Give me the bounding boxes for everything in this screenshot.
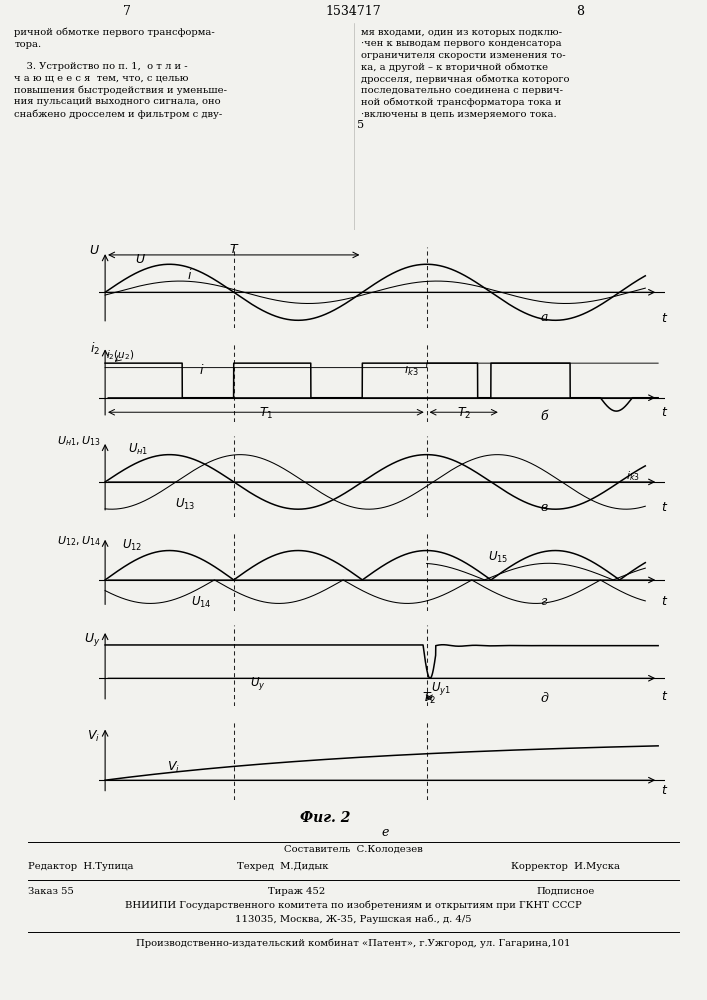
Text: $t$: $t$ (661, 595, 668, 608)
Text: $U_{y1}$: $U_{y1}$ (431, 680, 450, 697)
Text: $t$: $t$ (661, 690, 668, 703)
Text: $i_{k3}$: $i_{k3}$ (626, 470, 640, 483)
Text: ричной обмотке первого трансформа-
тора.

    3. Устройство по п. 1,  о т л и -
: ричной обмотке первого трансформа- тора.… (14, 28, 227, 119)
Text: Фиг. 2: Фиг. 2 (300, 811, 351, 825)
Text: $U$: $U$ (134, 253, 146, 266)
Text: $U_{12}, U_{14}$: $U_{12}, U_{14}$ (57, 535, 100, 548)
Text: $U_{15}$: $U_{15}$ (488, 550, 508, 565)
Text: б: б (540, 410, 548, 423)
Text: Составитель  С.Колодезев: Составитель С.Колодезев (284, 845, 423, 854)
Text: $V_i$: $V_i$ (167, 760, 180, 775)
Text: $U_{н1}, U_{13}$: $U_{н1}, U_{13}$ (57, 434, 100, 448)
Text: $U_{14}$: $U_{14}$ (191, 595, 211, 610)
Text: $i$: $i$ (187, 268, 192, 282)
Text: $U_{12}$: $U_{12}$ (122, 538, 143, 553)
Text: $T_2$: $T_2$ (422, 691, 436, 706)
Text: $U_y$: $U_y$ (83, 631, 100, 648)
Text: Производственно-издательский комбинат «Патент», г.Ужгород, ул. Гагарина,101: Производственно-издательский комбинат «П… (136, 938, 571, 948)
Text: $U_{н1}$: $U_{н1}$ (128, 442, 148, 457)
Text: 5: 5 (357, 120, 364, 130)
Text: $T_2$: $T_2$ (457, 406, 471, 421)
Text: $i$: $i$ (199, 363, 205, 377)
Text: Редактор  Н.Тупица: Редактор Н.Тупица (28, 862, 134, 871)
Text: $T_1$: $T_1$ (259, 406, 273, 421)
Text: 1534717: 1534717 (326, 5, 381, 18)
Text: $i_2(u_2)$: $i_2(u_2)$ (106, 349, 135, 362)
Text: мя входами, один из которых подклю-
·чен к выводам первого конденсатора
ограничи: мя входами, один из которых подклю- ·чен… (361, 28, 569, 119)
Text: г: г (540, 595, 547, 608)
Text: в: в (540, 501, 547, 514)
Text: Корректор  И.Муска: Корректор И.Муска (511, 862, 620, 871)
Text: $U_{13}$: $U_{13}$ (175, 497, 195, 512)
Text: е: е (382, 826, 389, 839)
Text: $U_y$: $U_y$ (250, 675, 265, 692)
Text: a: a (540, 311, 548, 324)
Text: $T$: $T$ (228, 243, 239, 256)
Text: Техред  М.Дидык: Техред М.Дидык (237, 862, 329, 871)
Text: ВНИИПИ Государственного комитета по изобретениям и открытиям при ГКНТ СССР: ВНИИПИ Государственного комитета по изоб… (125, 900, 582, 910)
Text: 8: 8 (575, 5, 584, 18)
Text: Заказ 55: Заказ 55 (28, 887, 74, 896)
Text: Подписное: Подписное (537, 887, 595, 896)
Text: $i_2$: $i_2$ (90, 341, 100, 357)
Text: $V_i$: $V_i$ (87, 729, 100, 744)
Text: $t$: $t$ (661, 784, 668, 797)
Text: $t$: $t$ (661, 501, 668, 514)
Text: $t$: $t$ (661, 406, 668, 419)
Text: $U$: $U$ (89, 244, 100, 257)
Text: $i_{k3}$: $i_{k3}$ (404, 362, 419, 378)
Text: Тираж 452: Тираж 452 (269, 887, 325, 896)
Text: 7: 7 (123, 5, 132, 18)
Text: 113035, Москва, Ж-35, Раушская наб., д. 4/5: 113035, Москва, Ж-35, Раушская наб., д. … (235, 914, 472, 924)
Text: д: д (540, 692, 548, 705)
Text: $t$: $t$ (661, 312, 668, 325)
